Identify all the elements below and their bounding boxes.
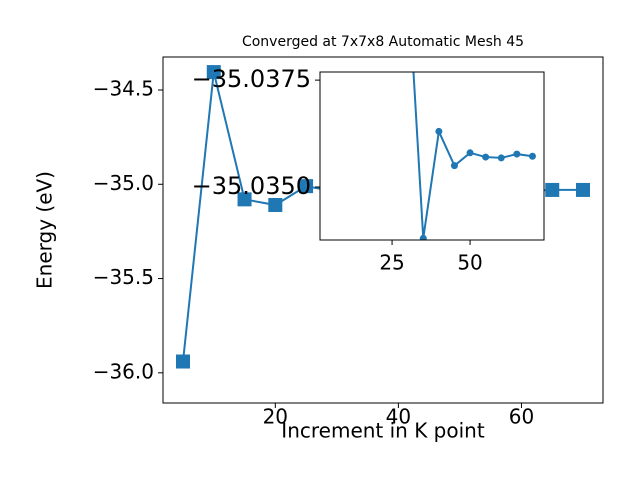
x-tick-label: 50 xyxy=(457,251,482,275)
x-tick-label: 40 xyxy=(386,405,411,429)
data-point xyxy=(419,234,427,240)
data-point xyxy=(176,354,190,369)
data-point xyxy=(299,179,314,194)
y-axis-label: Energy (eV) xyxy=(33,171,57,289)
data-point xyxy=(450,162,458,170)
x-tick-label: 20 xyxy=(263,405,288,429)
y-tick-label: −34.5 xyxy=(93,76,154,100)
x-axis-label: Increment in K point xyxy=(281,419,485,443)
data-point xyxy=(576,182,590,197)
y-tick-label: −35.5 xyxy=(93,265,154,289)
data-point xyxy=(466,149,474,157)
data-point xyxy=(497,154,505,162)
data-point xyxy=(482,153,490,161)
data-point xyxy=(513,150,521,158)
y-tick-label: −36.0 xyxy=(93,359,154,383)
data-point xyxy=(268,198,283,213)
axes-frame xyxy=(162,56,604,404)
data-point xyxy=(435,127,443,135)
y-tick-label: −35.0350 xyxy=(192,172,311,200)
data-point xyxy=(206,65,221,80)
data-point xyxy=(237,192,252,207)
chart-title: Converged at 7x7x8 Automatic Mesh 45 xyxy=(242,34,524,50)
data-point xyxy=(528,152,536,160)
axes-frame xyxy=(319,71,545,241)
data-point xyxy=(545,182,560,197)
y-tick-label: −35.0 xyxy=(93,171,154,195)
x-tick-label: 60 xyxy=(509,405,534,429)
x-tick-label: 25 xyxy=(379,251,404,275)
y-tick-label: −35.0375 xyxy=(192,65,311,93)
plot-content xyxy=(412,72,536,240)
